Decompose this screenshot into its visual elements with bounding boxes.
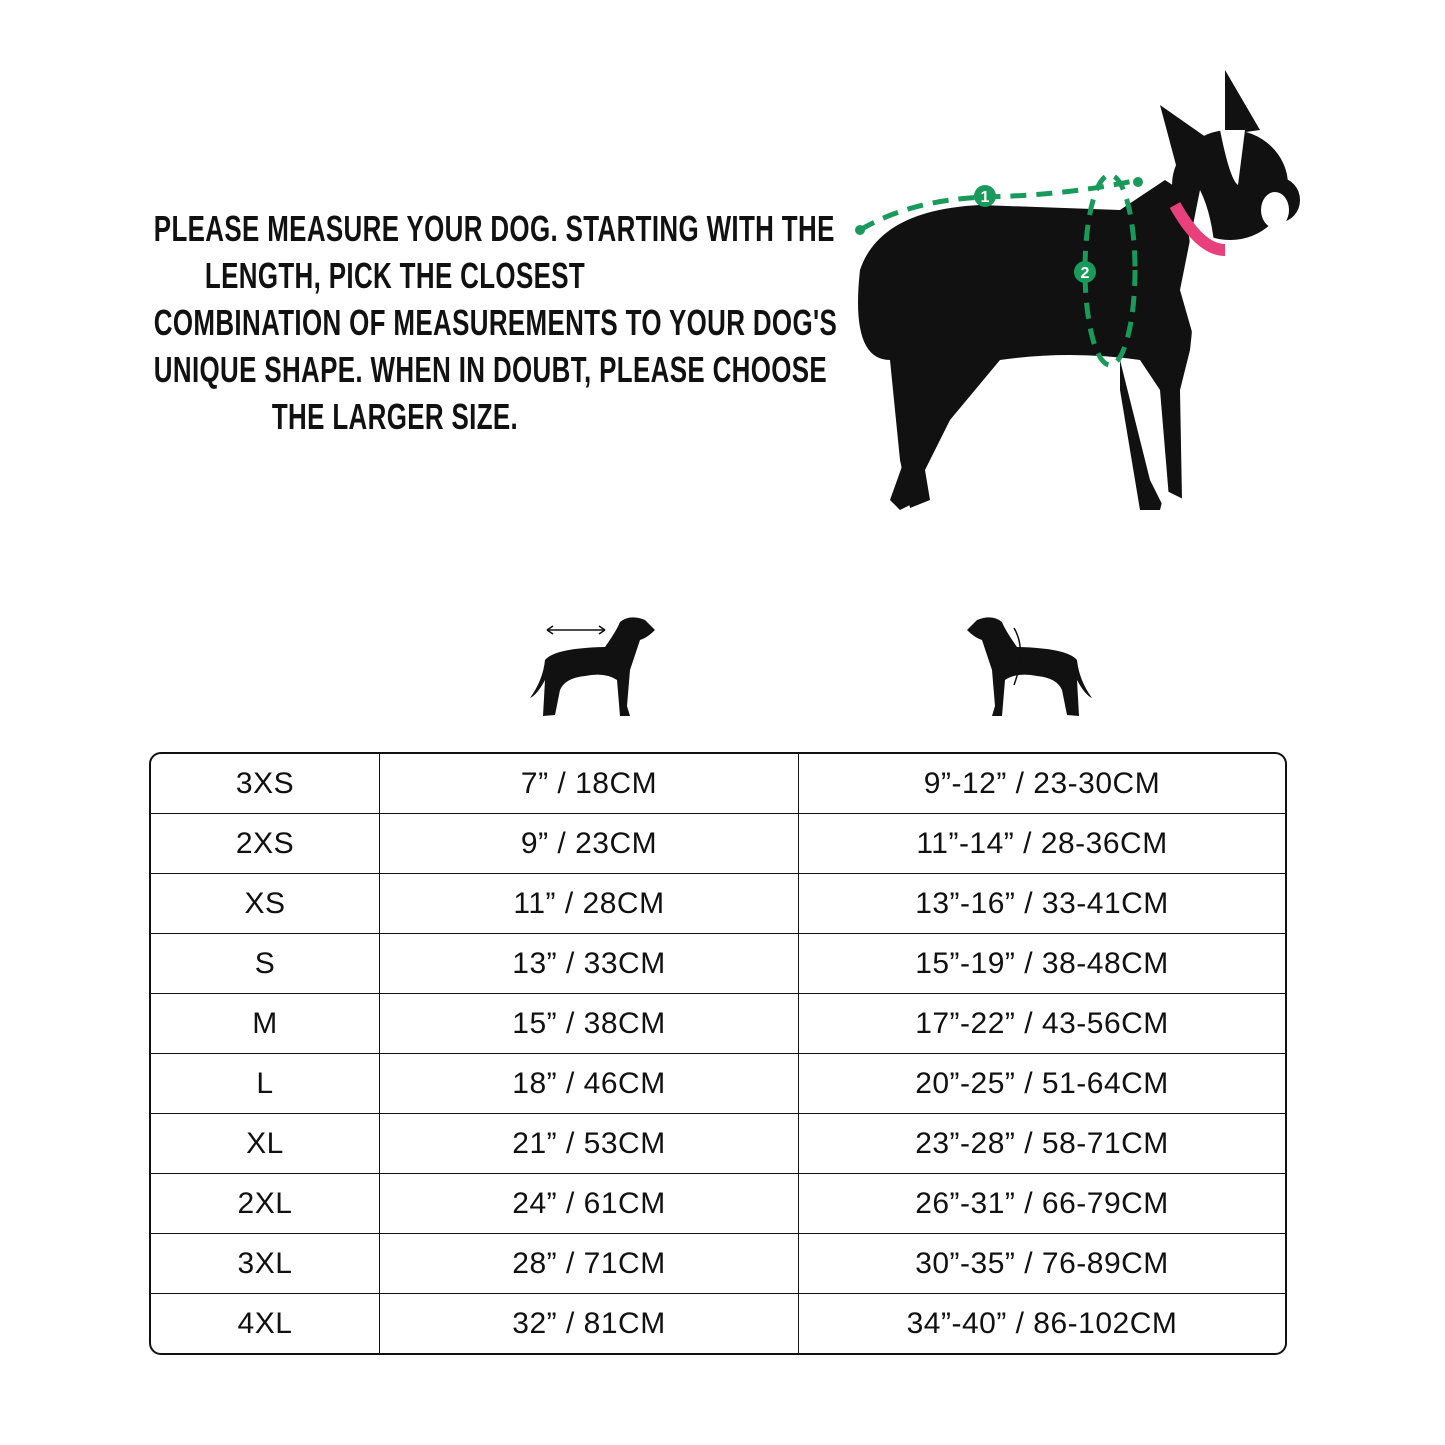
length-cell: 13” / 33CM [380, 934, 799, 994]
table-row: M 15” / 38CM 17”-22” / 43-56CM [151, 994, 1285, 1054]
size-cell: 2XL [151, 1174, 380, 1234]
size-cell: 2XS [151, 814, 380, 874]
length-cell: 15” / 38CM [380, 994, 799, 1054]
girth-cell: 11”-14” / 28-36CM [799, 814, 1285, 874]
collar [1169, 202, 1226, 256]
instruction-line: LENGTH, PICK THE CLOSEST [204, 255, 586, 296]
size-cell: L [151, 1054, 380, 1114]
dog-girth-icon [967, 617, 1092, 716]
size-cell: S [151, 934, 380, 994]
length-cell: 21” / 53CM [380, 1114, 799, 1174]
dog-length-icon [530, 617, 655, 716]
table-row: L 18” / 46CM 20”-25” / 51-64CM [151, 1054, 1285, 1114]
girth-cell: 20”-25” / 51-64CM [799, 1054, 1285, 1114]
marker-1-label: 1 [981, 189, 990, 206]
girth-cell: 26”-31” / 66-79CM [799, 1174, 1285, 1234]
girth-cell: 13”-16” / 33-41CM [799, 874, 1285, 934]
girth-cell: 34”-40” / 86-102CM [906, 1306, 1178, 1340]
marker-1-badge [974, 185, 996, 207]
instruction-line: THE LARGER SIZE. [271, 396, 519, 437]
marker-2-badge [1074, 261, 1096, 283]
marker-2-label: 2 [1081, 265, 1090, 282]
size-cell: 4XL [151, 1294, 380, 1353]
instruction-line: PLEASE MEASURE YOUR DOG. STARTING WITH T… [153, 208, 835, 249]
length-cell: 28” / 71CM [380, 1234, 799, 1294]
size-chart-table: 3XS 7” / 18CM 9”-12” / 23-30CM 2XS 9” / 23CM… [149, 752, 1287, 1355]
table-row: 2XS 9” / 23CM 11”-14” / 28-36CM [151, 814, 1285, 874]
length-cell: 9” / 23CM [380, 814, 799, 874]
length-cell: 24” / 61CM [380, 1174, 799, 1234]
girth-cell: 30”-35” / 76-89CM [799, 1234, 1285, 1294]
length-cell: 7” / 18CM [380, 754, 799, 814]
length-cell: 11” / 28CM [380, 874, 799, 934]
table-row: XL 21” / 53CM 23”-28” / 58-71CM [151, 1114, 1285, 1174]
girth-cell: 15”-19” / 38-48CM [799, 934, 1285, 994]
length-cell: 18” / 46CM [380, 1054, 799, 1114]
instruction-line: UNIQUE SHAPE. WHEN IN DOUBT, PLEASE CHOO… [153, 349, 828, 390]
table-row: XS 11” / 28CM 13”-16” / 33-41CM [151, 874, 1285, 934]
table-row: 3XS 7” / 18CM 9”-12” / 23-30CM [151, 754, 1285, 814]
size-cell: 3XL [151, 1234, 380, 1294]
measuring-instructions: PLEASE MEASURE YOUR DOG. STARTING WITH T… [60, 205, 838, 440]
girth-cell: 17”-22” / 43-56CM [799, 994, 1285, 1054]
size-cell: XS [151, 874, 380, 934]
table-row: 4XL 32” / 81CM 34”-40” / 86-102CM [151, 1294, 1285, 1353]
dog-measurement-photo: 1 2 [855, 70, 1300, 515]
table-row: 2XL 24” / 61CM 26”-31” / 66-79CM [151, 1174, 1285, 1234]
length-cell: 32” / 81CM [380, 1294, 799, 1353]
girth-cell: 23”-28” / 58-71CM [799, 1114, 1285, 1174]
size-cell: M [151, 994, 380, 1054]
size-cell: XL [151, 1114, 380, 1174]
table-row: S 13” / 33CM 15”-19” / 38-48CM [151, 934, 1285, 994]
table-row: 3XL 28” / 71CM 30”-35” / 76-89CM [151, 1234, 1285, 1294]
girth-cell: 9”-12” / 23-30CM [799, 754, 1285, 814]
instruction-line: COMBINATION OF MEASUREMENTS TO YOUR DOG'… [153, 302, 838, 343]
size-cell: 3XS [151, 754, 380, 814]
girth-measure-line [1082, 172, 1138, 368]
